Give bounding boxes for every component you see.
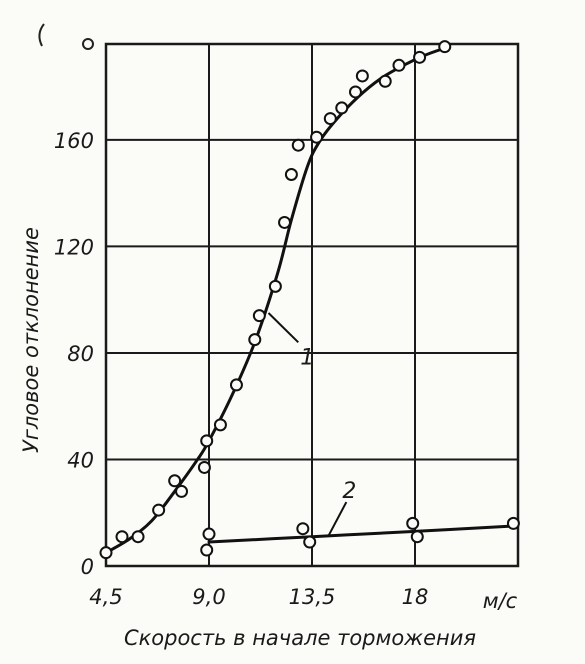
series-1-point [278,215,292,229]
y-tick-label: 160 [54,129,94,153]
curve-labels: 12 [267,312,356,538]
series-2-point [303,535,317,549]
series-1-point [438,40,452,54]
series-1-point [284,168,298,181]
series-1-point [252,309,266,323]
scan-mark [38,23,45,47]
series-1-point [131,530,145,544]
label-1-leader [267,312,299,343]
grid [106,44,518,566]
series-2-point [202,527,216,541]
series-2-curve [207,524,515,544]
series-1-point [392,58,406,72]
data-points [99,40,520,560]
series-2-point [406,516,420,530]
y-axis-title: Угловое отклонение [19,227,43,453]
plot-frame [104,42,520,568]
series-1-point [99,546,113,560]
series-1-point [248,333,262,347]
x-tick-label: 9,0 [192,585,225,609]
series-1-point [335,101,349,115]
series-1-label: 1 [300,345,314,370]
series-1-point [152,503,166,517]
series-1-point [355,69,369,83]
y-tick-label: 0 [81,555,94,579]
x-tick-labels: 4,5 9,0 13,5 18 [89,585,428,609]
series-1-point [310,130,324,144]
series-2-point [296,522,310,536]
x-unit-label: м/с [483,589,518,613]
corner-mark [82,38,94,50]
series-1-point [115,530,129,544]
series-1-point [268,279,282,293]
series-2-point [200,543,214,557]
curves [104,45,515,555]
series-1-point [168,474,182,488]
x-tick-label: 4,5 [89,585,122,609]
series-1-point [175,484,189,498]
x-axis-title: Скорость в начале торможения [124,626,476,650]
label-2-leader [327,501,348,538]
x-tick-label: 13,5 [289,585,336,609]
series-1-point [213,418,227,432]
series-2-point [506,516,520,530]
y-tick-label: 80 [67,342,94,366]
y-tick-labels: 0 40 80 120 160 [54,129,94,579]
series-1-point [200,434,214,448]
y-tick-label: 40 [67,448,94,472]
series-1-point [378,74,392,88]
series-1-point [197,460,211,474]
y-tick-label: 120 [54,235,94,259]
x-tick-label: 18 [402,585,429,609]
series-1-point [348,85,362,99]
series-2-label: 2 [342,479,356,504]
series-1-curve [104,45,451,555]
series-1-point [229,378,243,392]
series-1-point [413,50,427,64]
series-1-point [323,112,337,126]
series-1-point [291,138,305,152]
series-2-point [410,530,424,544]
